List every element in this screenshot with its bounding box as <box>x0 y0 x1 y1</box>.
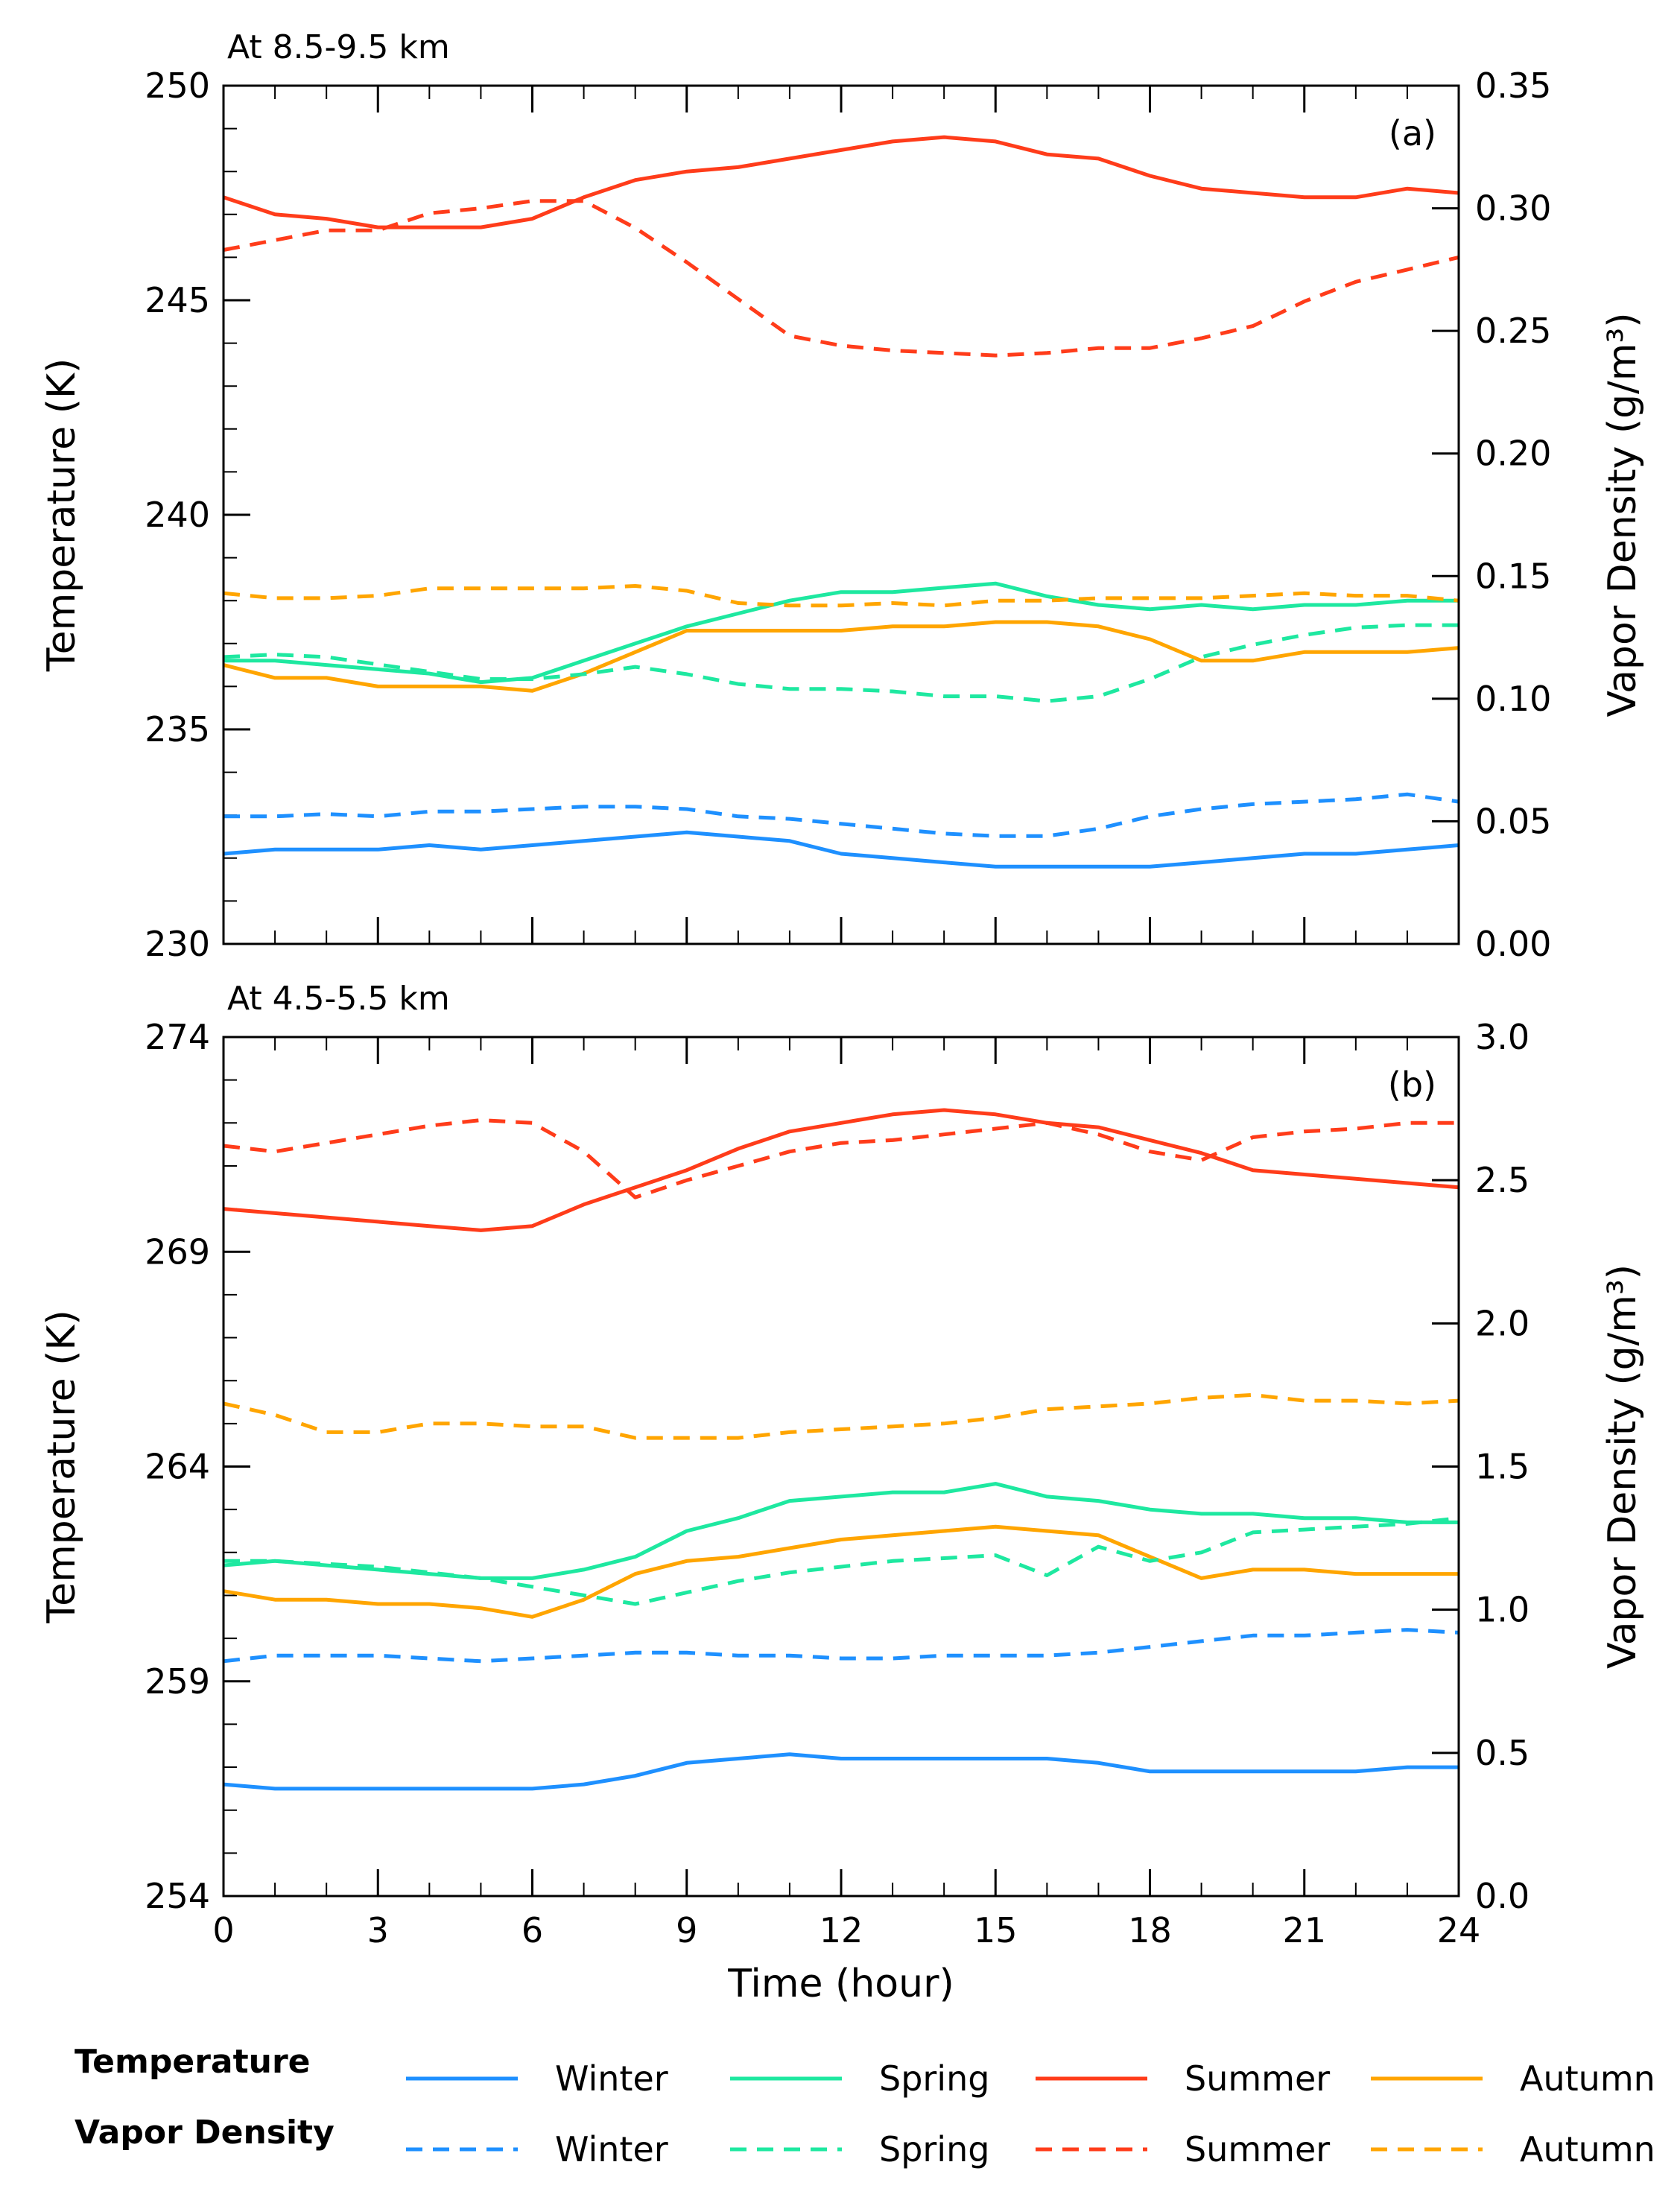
right-tick-label: 0.15 <box>1475 556 1551 596</box>
legend-label-autumn: Autumn <box>1520 2058 1655 2099</box>
x-tick-label: 18 <box>1128 1910 1172 1950</box>
series-summer-vapor-density <box>223 199 1459 358</box>
right-tick-label: 3.0 <box>1475 1017 1530 1057</box>
left-tick-label: 250 <box>145 66 210 106</box>
legend-label-summer: Summer <box>1185 2129 1330 2169</box>
left-tick-label: 230 <box>145 924 210 964</box>
panel-subtitle: At 4.5-5.5 km <box>227 980 450 1018</box>
series-autumn-vapor-density <box>223 1392 1459 1440</box>
x-axis-label: Time (hour) <box>727 1962 954 2006</box>
left-tick-label: 240 <box>145 495 210 535</box>
left-tick-label: 259 <box>145 1661 210 1702</box>
legend-label-winter: Winter <box>555 2129 668 2169</box>
legend-label-summer: Summer <box>1185 2058 1330 2099</box>
legend-label-spring: Spring <box>879 2058 989 2099</box>
panel-tag: (b) <box>1388 1065 1436 1105</box>
left-tick-label: 274 <box>145 1017 210 1057</box>
series-spring-vapor-density <box>224 1516 1459 1606</box>
right-tick-label: 2.0 <box>1475 1303 1530 1343</box>
right-tick-label: 0.10 <box>1475 679 1551 719</box>
left-tick-label: 269 <box>145 1231 210 1272</box>
right-tick-label: 0.00 <box>1475 924 1551 964</box>
legend-label-winter: Winter <box>555 2058 668 2099</box>
series-winter-vapor-density <box>223 1628 1459 1664</box>
right-tick-label: 1.0 <box>1475 1590 1530 1630</box>
y-axis-label-right: Vapor Density (g/m³) <box>1600 313 1645 717</box>
x-tick-label: 12 <box>820 1910 863 1950</box>
series-summer-temperature <box>223 1108 1459 1232</box>
legend-label-autumn: Autumn <box>1520 2129 1655 2169</box>
left-tick-label: 235 <box>145 709 210 749</box>
right-tick-label: 0.05 <box>1475 801 1551 841</box>
x-tick-label: 3 <box>367 1910 389 1950</box>
series-spring-temperature <box>224 581 1459 685</box>
series-summer-temperature <box>223 135 1459 229</box>
series-winter-temperature <box>223 1752 1459 1791</box>
left-tick-label: 264 <box>145 1447 210 1487</box>
right-tick-label: 2.5 <box>1475 1160 1530 1200</box>
legend: Temperature Winter Spring Summer Autumn Vapor… <box>75 2043 1655 2169</box>
right-tick-label: 0.5 <box>1475 1733 1530 1773</box>
x-tick-label: 21 <box>1282 1910 1326 1950</box>
x-tick-label: 0 <box>212 1910 234 1950</box>
y-axis-label-left: Temperature (K) <box>39 358 84 673</box>
y-axis-label-right: Vapor Density (g/m³) <box>1600 1264 1645 1669</box>
right-tick-label: 0.20 <box>1475 434 1551 474</box>
legend-heading: Temperature <box>75 2043 311 2081</box>
panel-b: At 4.5-5.5 km (b) 254 259 264 269 274 0.0 0.5 1.0… <box>39 980 1645 2006</box>
legend-heading: Vapor Density <box>75 2114 335 2152</box>
series-winter-temperature <box>223 830 1459 869</box>
series-spring-temperature <box>223 1482 1459 1580</box>
right-tick-label: 0.30 <box>1475 188 1551 229</box>
right-tick-label: 1.5 <box>1475 1447 1530 1487</box>
series-autumn-vapor-density <box>223 584 1459 608</box>
panel-subtitle: At 8.5-9.5 km <box>227 28 450 66</box>
left-tick-label: 254 <box>145 1876 210 1916</box>
panel-tag: (a) <box>1389 113 1436 153</box>
plot-frame <box>222 84 1460 945</box>
series-summer-vapor-density <box>223 1118 1459 1199</box>
series-autumn-temperature <box>223 620 1459 693</box>
legend-label-spring: Spring <box>879 2129 989 2169</box>
y-axis-label-left: Temperature (K) <box>39 1310 84 1624</box>
x-tick-label: 24 <box>1437 1910 1481 1950</box>
panel-a: At 8.5-9.5 km (a) 230 235 240 245 250 0.00 0.05 0… <box>39 28 1645 964</box>
x-tick-label: 6 <box>522 1910 543 1950</box>
x-tick-label: 15 <box>974 1910 1018 1950</box>
x-tick-label: 9 <box>676 1910 697 1950</box>
left-tick-label: 245 <box>145 280 210 320</box>
series-spring-vapor-density <box>223 623 1459 703</box>
series-winter-vapor-density <box>224 792 1459 838</box>
right-tick-label: 0.35 <box>1475 66 1551 106</box>
right-tick-label: 0.25 <box>1475 311 1551 351</box>
right-tick-label: 0.0 <box>1475 1876 1530 1916</box>
plot-frame <box>222 1036 1460 1898</box>
series-autumn-temperature <box>223 1524 1459 1619</box>
